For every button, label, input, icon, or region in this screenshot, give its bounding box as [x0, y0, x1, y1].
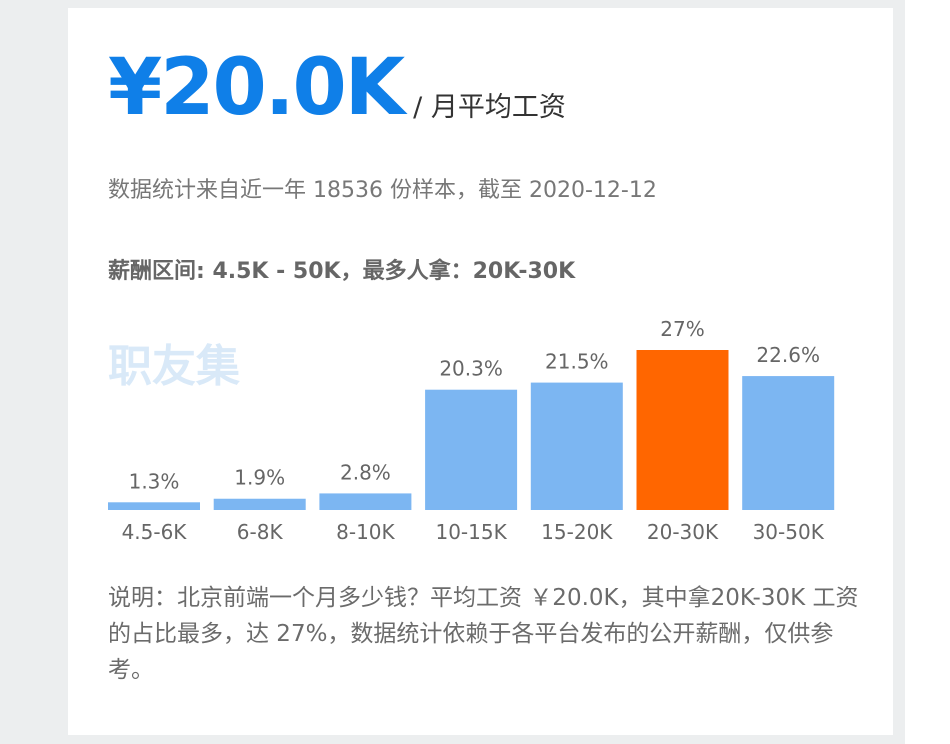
bar-20-30K — [636, 350, 729, 510]
bar-10-15K — [425, 389, 518, 510]
watermark-logo: 职友集 — [108, 341, 240, 392]
bar-6-8K — [213, 498, 306, 510]
salary-card: ¥20.0K / 月平均工资 数据统计来自近一年 18536 份样本，截至 20… — [68, 8, 893, 735]
category-label-4.5-6K: 4.5-6K — [122, 520, 188, 544]
average-salary-value: ¥20.0K — [108, 43, 405, 133]
sample-info: 数据统计来自近一年 18536 份样本，截至 2020-12-12 — [108, 178, 657, 203]
description-note: 说明：北京前端一个月多少钱？平均工资 ￥20.0K，其中拿20K-30K 工资的… — [108, 585, 859, 683]
category-label-6-8K: 6-8K — [237, 520, 284, 544]
salary-distribution-chart: 1.3% 4.5-6K 1.9% 6-8K 2.8% 8-10K 20.3% 10-15K 21… — [108, 317, 835, 544]
value-label-15-20K: 21.5% — [545, 350, 609, 374]
category-label-30-50K: 30-50K — [753, 520, 825, 544]
category-label-20-30K: 20-30K — [647, 520, 719, 544]
average-salary: ¥20.0K / 月平均工资 — [108, 46, 566, 130]
bar-8-10K — [319, 493, 412, 510]
value-label-20-30K: 27% — [660, 317, 704, 341]
category-label-10-15K: 10-15K — [435, 520, 507, 544]
category-label-8-10K: 8-10K — [336, 520, 395, 544]
value-label-6-8K: 1.9% — [234, 466, 285, 490]
bar-4.5-6K — [108, 502, 200, 510]
category-label-15-20K: 15-20K — [541, 520, 613, 544]
value-label-30-50K: 22.6% — [756, 343, 820, 367]
salary-range: 薪酬区间: 4.5K - 50K，最多人拿：20K-30K — [108, 259, 576, 284]
background-panel — [905, 0, 950, 744]
value-label-10-15K: 20.3% — [439, 357, 503, 381]
bar-30-50K — [742, 376, 835, 510]
bar-15-20K — [530, 382, 623, 510]
average-salary-unit: / 月平均工资 — [413, 92, 566, 123]
value-label-4.5-6K: 1.3% — [129, 469, 180, 493]
value-label-8-10K: 2.8% — [340, 460, 391, 484]
